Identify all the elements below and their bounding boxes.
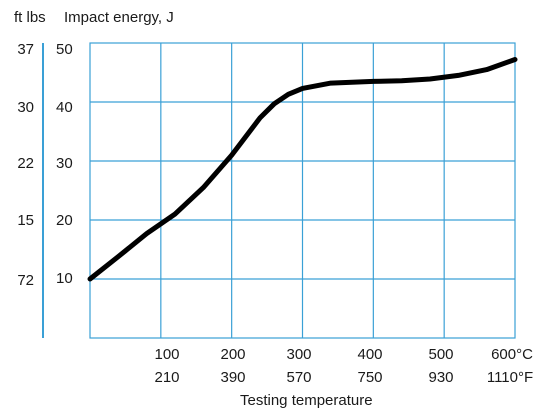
ftlbs-axis-label: ft lbs xyxy=(14,9,46,26)
x-tick-label-celsius: 200 xyxy=(220,346,246,363)
x-tick-label-celsius: 100 xyxy=(154,346,180,363)
ftlbs-tick-label: 72 xyxy=(17,272,34,289)
ftlbs-tick-label: 37 xyxy=(17,41,34,58)
x-tick-label-fahrenheit: 570 xyxy=(286,369,312,386)
x-tick-label-celsius: 500 xyxy=(428,346,454,363)
y-axis-label: Impact energy, J xyxy=(64,9,174,26)
plot-frame xyxy=(89,42,516,339)
x-tick-label-celsius: 300 xyxy=(286,346,312,363)
ftlbs-tick-label: 22 xyxy=(17,155,34,172)
y-tick-label: 30 xyxy=(56,155,73,172)
y-tick-label: 50 xyxy=(56,41,73,58)
x-axis-label: Testing temperature xyxy=(240,392,373,409)
y-tick-label: 40 xyxy=(56,99,73,116)
series-line xyxy=(87,57,518,282)
x-tick-label-fahrenheit: 390 xyxy=(220,369,246,386)
y-tick-label: 20 xyxy=(56,212,73,229)
ftlbs-axis-line xyxy=(42,43,44,338)
y-tick-label: 10 xyxy=(56,270,73,287)
ftlbs-tick-label: 15 xyxy=(17,212,34,229)
x-tick-label-celsius: 400 xyxy=(357,346,383,363)
x-tick-label-celsius: 600°C xyxy=(491,346,533,363)
grid xyxy=(90,43,515,338)
x-tick-label-fahrenheit: 750 xyxy=(357,369,383,386)
x-tick-label-fahrenheit: 930 xyxy=(428,369,454,386)
ftlbs-tick-label: 30 xyxy=(17,99,34,116)
x-tick-label-fahrenheit: 1110°F xyxy=(486,369,534,386)
x-tick-label-fahrenheit: 210 xyxy=(154,369,180,386)
